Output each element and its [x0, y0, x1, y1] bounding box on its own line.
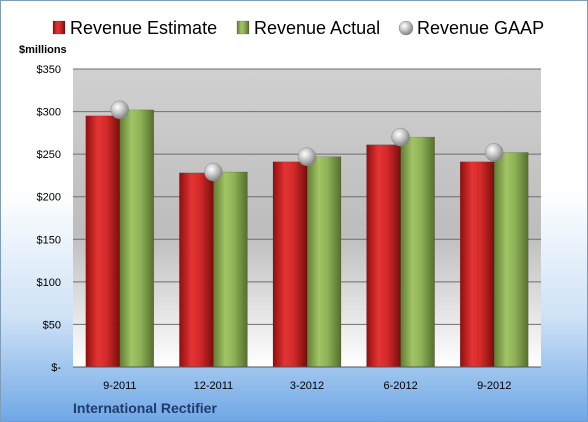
- legend-label: Revenue Actual: [254, 18, 380, 38]
- x-tick-label: 3-2012: [290, 380, 324, 392]
- bar-revenue-estimate: [85, 115, 121, 368]
- y-unit-label: $millions: [19, 44, 67, 56]
- marker-revenue-gaap: [391, 127, 410, 147]
- bar-revenue-estimate: [272, 161, 308, 368]
- y-tick-label: $200: [37, 192, 61, 204]
- marker-revenue-gaap: [297, 147, 317, 166]
- legend-label: Revenue Estimate: [70, 18, 217, 38]
- bar-revenue-estimate: [179, 172, 214, 368]
- y-tick-label: $150: [37, 234, 61, 246]
- y-tick-label: $300: [37, 107, 61, 119]
- legend-swatch: [52, 20, 66, 35]
- company-name: International Rectifier: [73, 400, 217, 416]
- y-tick-label: $350: [37, 64, 61, 76]
- y-tick-label: $250: [37, 149, 61, 161]
- bar-revenue-actual: [213, 171, 248, 368]
- bar-revenue-actual: [400, 136, 435, 368]
- legend: Revenue Estimate Revenue Actual Revenue GA…: [52, 18, 544, 38]
- bar-revenue-actual: [119, 109, 155, 368]
- x-axis-ticks: 9-2011 12-2011 3-2012 6-2012 9-2012: [103, 380, 511, 392]
- x-tick-label: 12-2011: [194, 380, 234, 392]
- y-tick-label: $100: [37, 277, 61, 289]
- bars: [85, 109, 529, 368]
- legend-label: Revenue GAAP: [417, 18, 544, 38]
- marker-revenue-gaap: [110, 100, 130, 120]
- bar-revenue-estimate: [459, 161, 495, 368]
- y-axis-ticks: $- $50 $100 $150 $200 $250 $300 $350: [37, 64, 62, 374]
- marker-revenue-gaap: [484, 143, 504, 162]
- legend-swatch: [398, 20, 414, 36]
- x-tick-label: 9-2011: [103, 380, 136, 392]
- y-tick-label: $50: [43, 319, 61, 331]
- gaap-markers: [110, 100, 504, 182]
- bar-revenue-estimate: [366, 144, 401, 368]
- bar-revenue-actual: [306, 156, 342, 368]
- x-tick-label: 6-2012: [383, 380, 417, 392]
- legend-swatch: [236, 20, 250, 35]
- x-tick-label: 9-2012: [477, 380, 511, 392]
- y-tick-label: $-: [51, 362, 61, 374]
- bar-revenue-actual: [493, 152, 529, 368]
- marker-revenue-gaap: [204, 162, 223, 182]
